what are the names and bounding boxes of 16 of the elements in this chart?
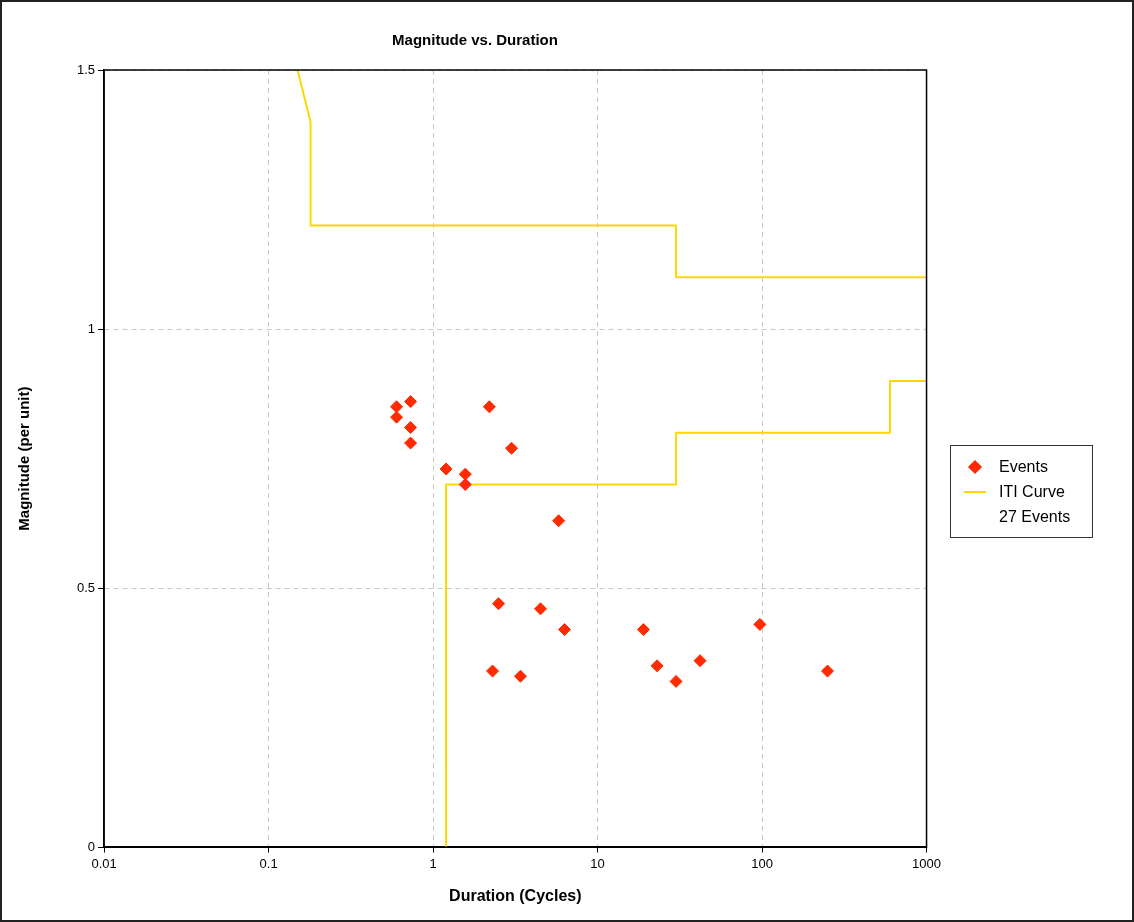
legend-label: Events: [999, 457, 1048, 477]
y-axis-title: Magnitude (per unit): [15, 386, 33, 531]
x-tick-label: 10: [590, 855, 605, 871]
x-tick-label: 0.01: [91, 855, 117, 871]
x-axis-title: Duration (Cycles): [449, 886, 582, 904]
x-tick-label: 1000: [912, 855, 941, 871]
x-tick-label: 1: [429, 855, 437, 871]
y-tick-label: 1: [87, 320, 96, 336]
y-tick-label: 1.5: [76, 61, 96, 77]
x-tick-label: 0.1: [259, 855, 278, 871]
legend-label: ITI Curve: [999, 482, 1065, 502]
chart-title: Magnitude vs. Duration: [392, 31, 558, 49]
text: 27 Events: [998, 507, 1071, 527]
x-tick-label: 100: [751, 855, 773, 871]
y-tick-label: 0.5: [76, 579, 96, 595]
y-tick-label: 0: [87, 838, 96, 854]
